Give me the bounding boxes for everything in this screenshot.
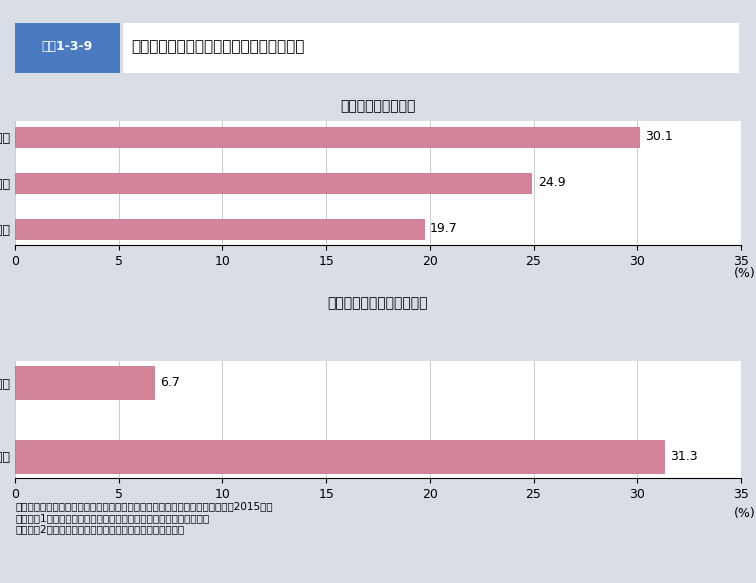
Text: 6.7: 6.7: [160, 376, 180, 389]
Text: 学校・家庭での経験や障害・疾患の既往歴: 学校・家庭での経験や障害・疾患の既往歴: [132, 39, 305, 54]
Text: 31.3: 31.3: [671, 449, 698, 463]
Bar: [15, 127, 640, 147]
Bar: [15, 219, 423, 239]
FancyBboxPatch shape: [15, 23, 120, 73]
X-axis label: (%): (%): [733, 267, 755, 280]
Text: 19.7: 19.7: [430, 223, 457, 236]
Text: 資料：労働政策研究・研修機構「大学等中退者の就労と意識に関する研究」（2015年）
（注）　1．初回面談時の担当者による回答のみを対象としている。
　　　　2．: 資料：労働政策研究・研修機構「大学等中退者の就労と意識に関する研究」（2015年…: [15, 501, 273, 535]
Bar: [15, 440, 665, 473]
Text: 24.9: 24.9: [538, 177, 565, 189]
Text: 図表1-3-9: 図表1-3-9: [42, 40, 93, 53]
FancyBboxPatch shape: [122, 23, 739, 73]
X-axis label: (%): (%): [733, 507, 755, 521]
Text: 30.1: 30.1: [646, 131, 674, 143]
Title: 学校・家庭での経験: 学校・家庭での経験: [340, 99, 416, 113]
Bar: [15, 173, 531, 194]
Text: 障害の診断、疾患の既往歴: 障害の診断、疾患の既往歴: [328, 296, 428, 310]
Bar: [15, 366, 154, 399]
